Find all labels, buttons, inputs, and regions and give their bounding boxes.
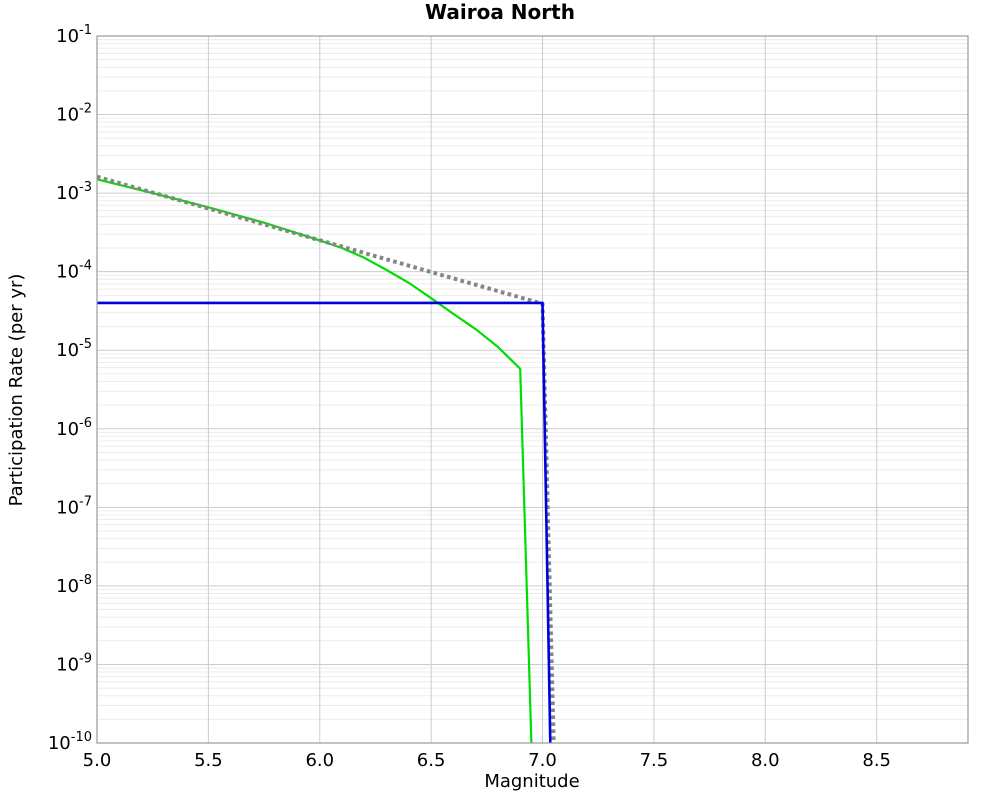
x-tick-label: 6.5 — [417, 750, 446, 771]
x-tick-label: 8.5 — [862, 750, 891, 771]
x-tick-label: 7.5 — [640, 750, 669, 771]
y-axis-tick-labels: 10-110-210-310-410-510-610-710-810-910-1… — [48, 23, 92, 754]
y-tick-exponent: -1 — [79, 23, 92, 38]
x-tick-label: 5.0 — [83, 750, 112, 771]
x-axis-tick-labels: 5.0 5.5 6.0 6.5 7.0 7.5 8.0 8.5 — [83, 750, 891, 771]
series-blue-solid-line — [97, 301, 552, 744]
y-tick-exponent: -4 — [79, 259, 92, 274]
x-tick-label: 6.0 — [305, 750, 334, 771]
x-tick-label: 5.5 — [194, 750, 223, 771]
y-tick-label: 10-5 — [56, 337, 92, 361]
y-axis-label: Participation Rate (per yr) — [6, 274, 27, 507]
plot-area — [97, 36, 968, 743]
y-tick-exponent: -3 — [79, 180, 92, 195]
minor-gridlines — [97, 39, 968, 720]
x-tick-label: 8.0 — [751, 750, 780, 771]
y-tick-exponent: -5 — [79, 337, 92, 352]
data-series — [96, 174, 556, 744]
y-tick-label: 10-3 — [56, 180, 92, 204]
y-tick-exponent: -7 — [79, 494, 92, 509]
chart-title: Wairoa North — [425, 0, 575, 24]
y-tick-exponent: -9 — [79, 651, 92, 666]
y-tick-exponent: -10 — [71, 730, 92, 745]
x-axis-label: Magnitude — [484, 771, 579, 792]
y-tick-exponent: -8 — [79, 573, 92, 588]
x-tick-label: 7.0 — [528, 750, 557, 771]
y-tick-exponent: -2 — [79, 102, 92, 117]
y-tick-exponent: -6 — [79, 416, 92, 431]
plot-border — [96, 35, 969, 744]
y-tick-label: 10-6 — [56, 416, 92, 440]
